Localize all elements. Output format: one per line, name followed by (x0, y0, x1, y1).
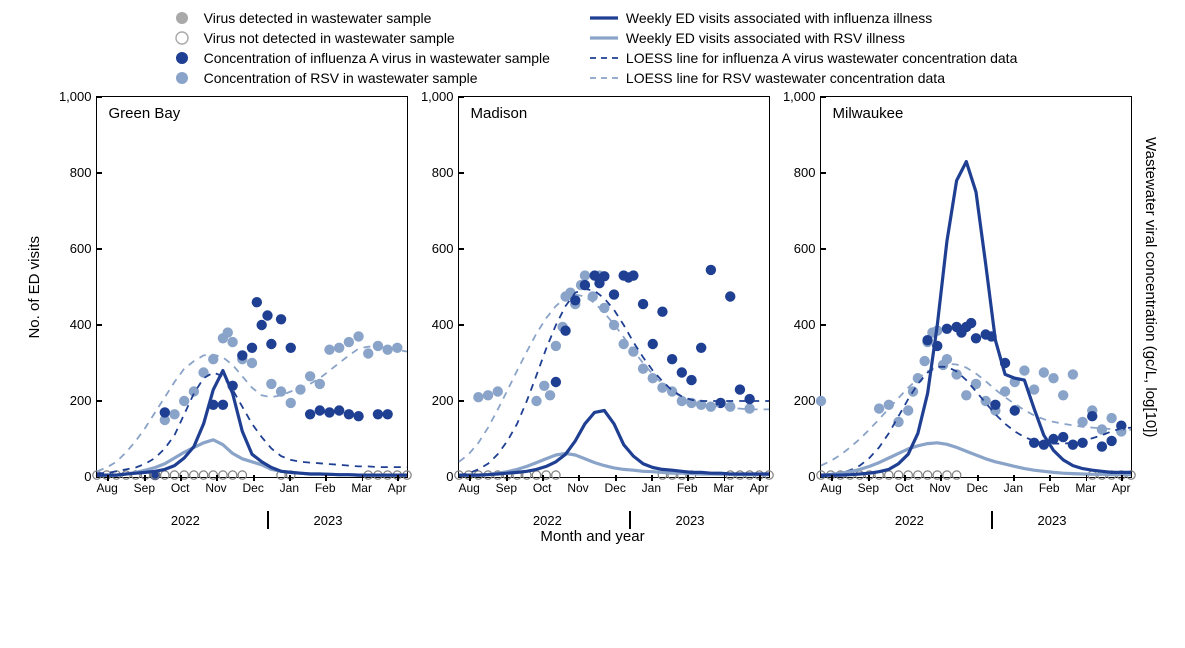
legend-col-lines: Weekly ED visits associated with influen… (590, 10, 1017, 86)
year-2023: 2023 (676, 513, 705, 528)
x-ticks: Aug Sep Oct Nov Dec Jan Feb Mar Apr (459, 481, 769, 495)
x-tick: Feb (315, 481, 336, 495)
plot-svg (97, 97, 407, 477)
x-tick: Aug (459, 481, 480, 495)
legend-marker (168, 11, 196, 25)
legend-item: LOESS line for RSV wastewater concentrat… (590, 70, 1017, 86)
x-tick: Dec (966, 481, 987, 495)
x-tick: Apr (1112, 481, 1131, 495)
ed-flu-line (97, 371, 407, 476)
x-tick: Oct (171, 481, 190, 495)
panels-row: No. of ED visits Green Bay 1,00080060040… (10, 96, 1175, 478)
year-divider (991, 511, 993, 529)
x-tick: Sep (134, 481, 155, 495)
x-tick: Nov (205, 481, 226, 495)
legend-item: Concentration of influenza A virus in wa… (168, 50, 550, 66)
x-tick: Oct (895, 481, 914, 495)
plot-area: Madison 1,0008006004002000 AugSepOctNovD… (458, 96, 770, 478)
y-axis-label-left: No. of ED visits (20, 96, 50, 478)
legend-marker (590, 11, 618, 25)
chart-panel: Green Bay 1,0008006004002000 AugSepOctNo… (56, 96, 406, 478)
chart-panel: Madison 1,0008006004002000 AugSepOctNovD… (418, 96, 768, 478)
legend-item: Concentration of RSV in wastewater sampl… (168, 70, 550, 86)
y-axis-text-right: Wastewater viral concentration (gc/L, lo… (1142, 137, 1159, 437)
x-tick: Apr (750, 481, 769, 495)
scatter-flu (550, 265, 754, 408)
plot-area: Green Bay 1,0008006004002000 AugSepOctNo… (96, 96, 408, 478)
y-ticks: 1,0008006004002000 (776, 89, 816, 469)
year-divider (629, 511, 631, 529)
legend-item: Virus not detected in wastewater sample (168, 30, 550, 46)
year-2023: 2023 (1038, 513, 1067, 528)
x-tick: Aug (821, 481, 842, 495)
x-tick: Feb (677, 481, 698, 495)
legend-label: Concentration of influenza A virus in wa… (204, 50, 550, 66)
legend-item: Virus detected in wastewater sample (168, 10, 550, 26)
x-tick: Mar (1075, 481, 1096, 495)
x-tick: Jan (642, 481, 661, 495)
x-tick: Sep (858, 481, 879, 495)
legend-label: Virus not detected in wastewater sample (204, 30, 455, 46)
x-tick: Nov (929, 481, 950, 495)
legend-marker (590, 31, 618, 45)
y-ticks: 1,0008006004002000 (52, 89, 92, 469)
x-ticks: Aug Sep Oct Nov Dec Jan Feb Mar Apr (97, 481, 407, 495)
legend-label: Weekly ED visits associated with RSV ill… (626, 30, 905, 46)
ed-rsv-line (97, 440, 407, 475)
x-tick: Nov (567, 481, 588, 495)
scatter-rsv (815, 326, 1126, 437)
legend-marker (168, 31, 196, 45)
legend-label: LOESS line for influenza A virus wastewa… (626, 50, 1017, 66)
year-2023: 2023 (314, 513, 343, 528)
legend-marker (168, 71, 196, 85)
year-2022: 2022 (895, 513, 924, 528)
ed-flu-line (821, 162, 1131, 476)
x-tick: Sep (496, 481, 517, 495)
legend-item: Weekly ED visits associated with influen… (590, 10, 1017, 26)
y-axis-label-right: Wastewater viral concentration (gc/L, lo… (1136, 96, 1166, 478)
legend-col-markers: Virus detected in wastewater sample Virus… (168, 10, 550, 86)
scatter-rsv (159, 327, 402, 425)
x-ticks: Aug Sep Oct Nov Dec Jan Feb Mar Apr (821, 481, 1131, 495)
y-axis-text-left: No. of ED visits (26, 236, 43, 339)
plot-svg (821, 97, 1131, 477)
x-tick: Dec (604, 481, 625, 495)
legend-label: LOESS line for RSV wastewater concentrat… (626, 70, 945, 86)
x-tick: Jan (1004, 481, 1023, 495)
loess-rsv-line (459, 295, 769, 462)
plot-area: Milwaukee 1,0008006004002000 AugSepOctNo… (820, 96, 1132, 478)
legend: Virus detected in wastewater sample Virus… (10, 10, 1175, 86)
plot-svg (459, 97, 769, 477)
x-tick: Oct (533, 481, 552, 495)
legend-marker (168, 51, 196, 65)
legend-label: Virus detected in wastewater sample (204, 10, 432, 26)
x-tick: Mar (713, 481, 734, 495)
year-divider (267, 511, 269, 529)
x-tick: Aug (97, 481, 118, 495)
chart-panel: Milwaukee 1,0008006004002000 AugSepOctNo… (780, 96, 1130, 478)
x-tick: Apr (388, 481, 407, 495)
legend-marker (590, 51, 618, 65)
x-tick: Dec (242, 481, 263, 495)
year-2022: 2022 (171, 513, 200, 528)
legend-label: Concentration of RSV in wastewater sampl… (204, 70, 478, 86)
legend-item: LOESS line for influenza A virus wastewa… (590, 50, 1017, 66)
y-ticks: 1,0008006004002000 (414, 89, 454, 469)
x-tick: Mar (351, 481, 372, 495)
x-tick: Jan (280, 481, 299, 495)
x-axis-label: Month and year (10, 528, 1175, 545)
x-tick: Feb (1039, 481, 1060, 495)
legend-item: Weekly ED visits associated with RSV ill… (590, 30, 1017, 46)
year-2022: 2022 (533, 513, 562, 528)
legend-label: Weekly ED visits associated with influen… (626, 10, 932, 26)
legend-marker (590, 71, 618, 85)
loess-flu-line (459, 289, 769, 475)
